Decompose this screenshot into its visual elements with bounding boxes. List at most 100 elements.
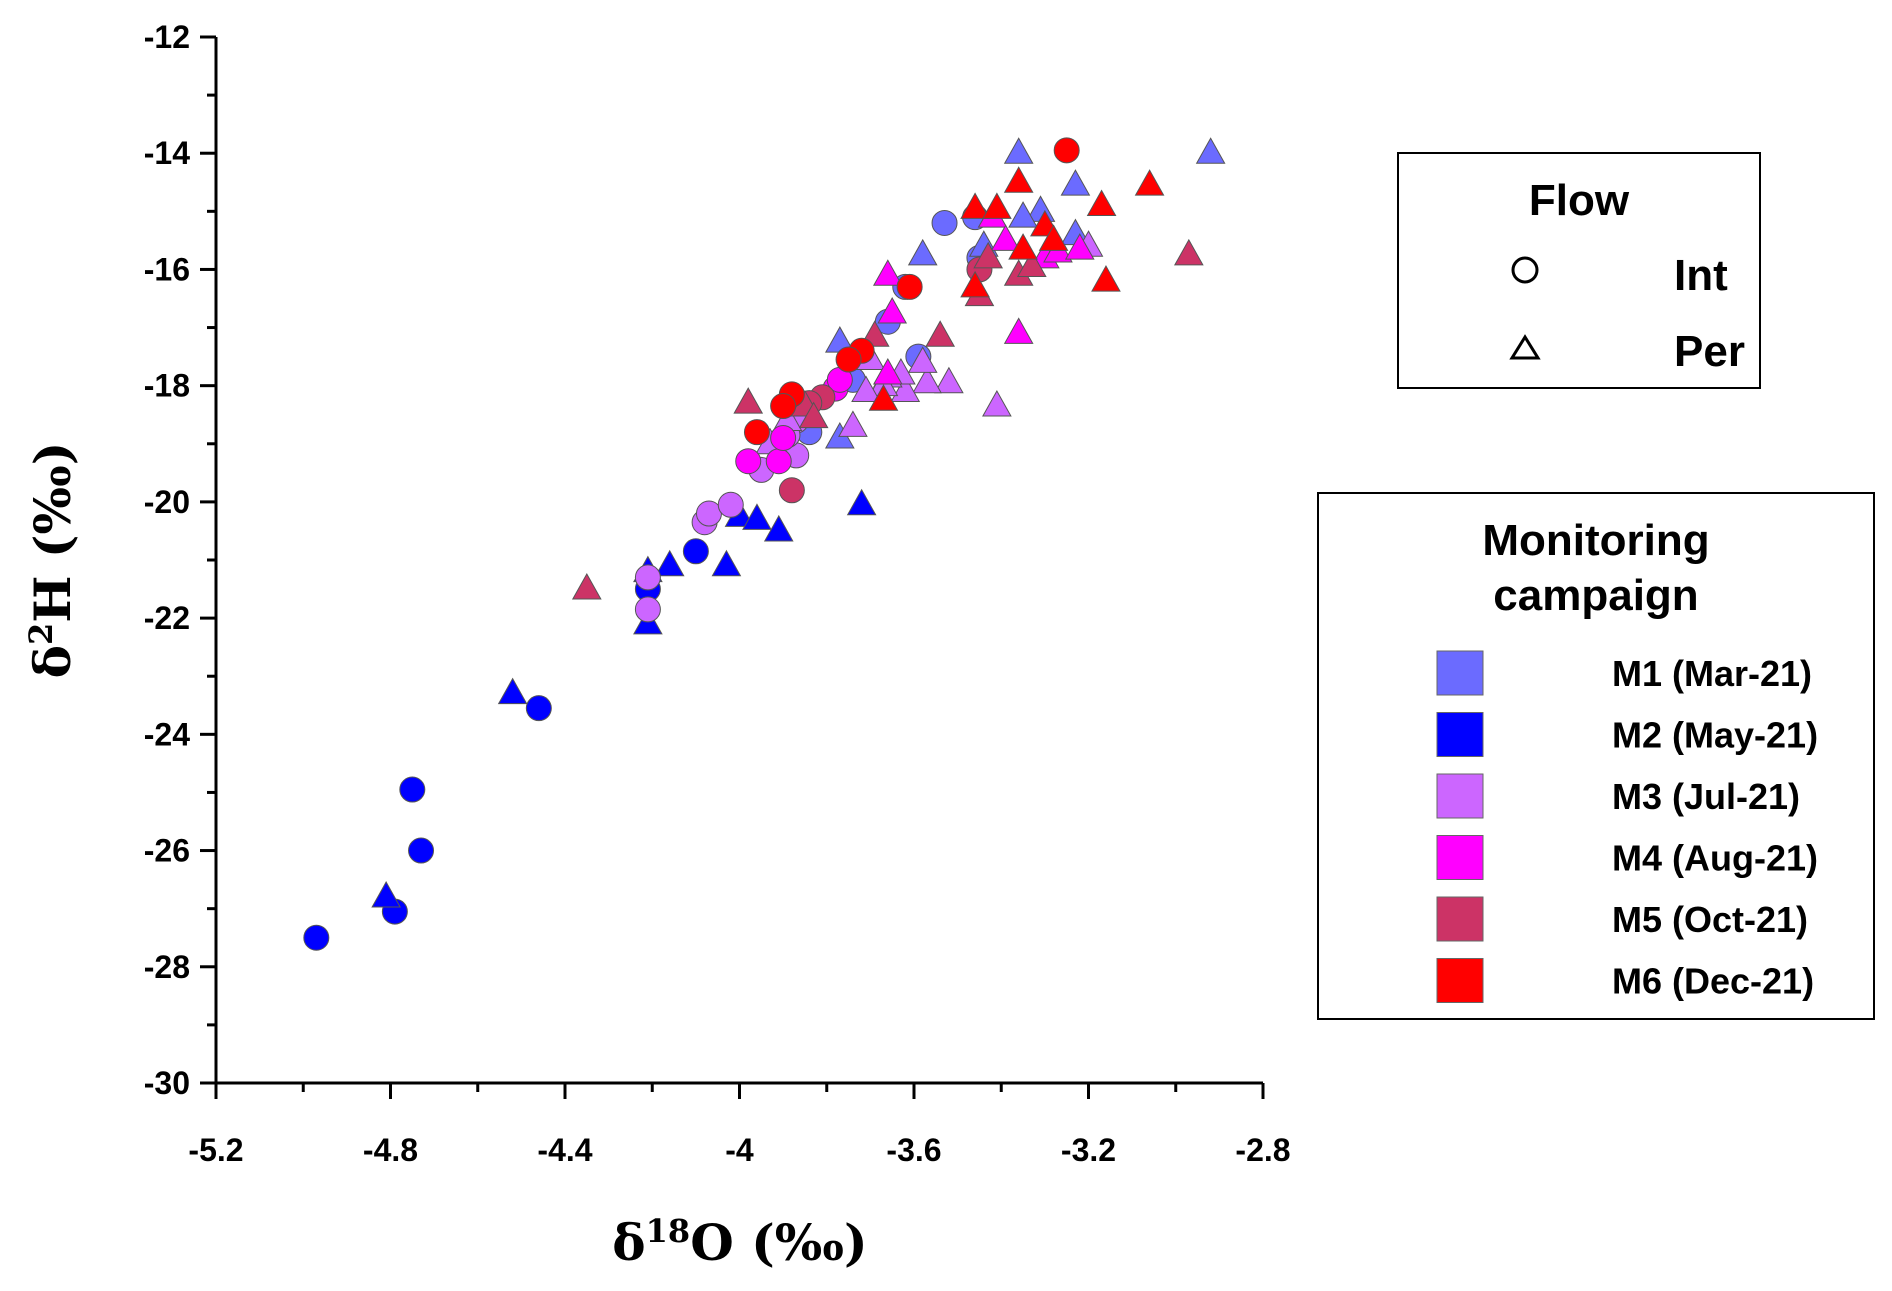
campaign-legend-swatch [1436,773,1484,819]
data-point-per [912,366,942,394]
data-point-per [890,375,921,402]
campaign-legend-entries: M1 (Mar-21) M2 (May-21) M3 (Jul-21) M4 (Aug… [1436,650,1818,1003]
data-point-int [770,393,797,420]
data-point-per [1064,233,1095,260]
data-point-per [907,346,938,373]
y-tick-label: -16 [144,251,190,287]
campaign-legend-swatch [1436,650,1484,696]
campaign-legend-label: M3 (Jul-21) [1612,776,1800,817]
y-tick-label: -22 [144,600,190,636]
data-point-per [982,192,1012,219]
data-point-per [934,366,964,394]
data-point-int [695,500,722,527]
data-point-per [1134,169,1165,196]
data-point-per [371,881,401,908]
flow-legend-box [1397,152,1761,389]
campaign-legend-label: M2 (May-21) [1612,715,1818,756]
x-tick-label: -4.4 [537,1132,592,1168]
campaign-legend-title-line1: Monitoring [1482,516,1709,565]
data-point-per [798,401,829,429]
flow-legend-int-label: Int [1674,251,1728,300]
campaign-legend: Monitoring campaign M1 (Mar-21) M2 (May-2… [1317,492,1875,1020]
data-point-per [990,224,1021,251]
x-axis-title: δ18O (‰) [612,1212,867,1272]
data-point-int [931,209,958,236]
data-point-per [925,320,956,347]
data-point-int [743,419,770,446]
flow-legend-triangle-marker [1509,334,1541,360]
data-point-per [868,384,899,411]
x-tick-label: -4.8 [363,1132,418,1168]
data-point-per [973,241,1004,269]
data-point-per [907,238,938,266]
data-point-per [1008,201,1038,228]
x-tick-label: -2.8 [1235,1132,1290,1168]
data-point-int [408,837,435,864]
data-point-int [735,448,762,475]
data-point-per [1038,224,1069,251]
data-point-per [571,573,602,600]
data-point-per [654,549,685,577]
data-point-int [765,448,792,475]
data-point-per [960,192,990,219]
data-point-per [1003,166,1034,193]
campaign-legend-label: M1 (Mar-21) [1612,653,1812,694]
x-tick-label: -3.6 [886,1132,941,1168]
campaign-legend-title-line2: campaign [1493,571,1698,620]
campaign-legend-label: M6 (Dec-21) [1612,961,1814,1002]
flow-legend: Flow Int Per [1397,152,1761,389]
data-point-int [399,776,426,803]
data-point-per [872,259,903,286]
y-tick-label: -28 [144,949,190,985]
y-tick-label: -20 [144,484,190,520]
data-point-int [770,424,797,451]
data-point-per [1173,238,1204,266]
data-point-per [733,387,764,414]
campaign-legend-swatch [1436,896,1484,942]
data-point-per [1008,233,1038,260]
data-point-per [1060,169,1091,196]
x-tick-label: -4 [725,1132,754,1168]
data-point-per [851,375,881,402]
data-point-per [872,358,903,385]
data-point-per [1195,137,1226,164]
data-points [303,137,1226,951]
data-point-int [717,491,744,518]
data-point-per [838,410,868,437]
y-tick-label: -14 [144,135,190,171]
data-point-int [896,273,923,300]
data-point-per [960,270,990,298]
data-point-int [835,346,862,373]
campaign-legend-label: M4 (Aug-21) [1612,838,1818,879]
data-point-per [1086,189,1117,217]
flow-legend-per-label: Per [1674,327,1745,376]
campaign-legend-swatch [1436,712,1484,757]
data-point-int [1053,137,1080,164]
data-point-per [742,503,772,530]
axes: -5.2 -4.8 -4.4 -4 -3.6 -3.2 -2.8 -30 -28 -26 -24 -2… [144,19,1291,1168]
data-point-int [525,695,552,722]
flow-legend-title: Flow [1529,176,1630,225]
data-point-per [982,389,1012,417]
data-point-per [711,549,742,577]
y-tick-label: -18 [144,368,190,404]
data-point-int [303,924,330,951]
data-point-per [1003,137,1034,164]
y-tick-label: -24 [144,716,190,752]
data-point-int [634,596,661,623]
data-point-per [497,677,528,705]
data-point-per [763,514,794,542]
campaign-legend-swatch [1436,958,1484,1003]
campaign-legend-box [1317,492,1875,1020]
data-point-int [634,564,661,591]
y-tick-label: -30 [144,1065,190,1101]
data-point-int [682,538,709,565]
data-point-per [1016,250,1047,278]
data-point-per [1091,265,1121,292]
x-tick-label: -5.2 [188,1132,243,1168]
y-axis-title: δ2H (‰) [22,442,82,679]
y-tick-label: -12 [144,19,190,55]
campaign-legend-swatch [1436,835,1484,880]
campaign-legend-label: M5 (Oct-21) [1612,899,1808,940]
